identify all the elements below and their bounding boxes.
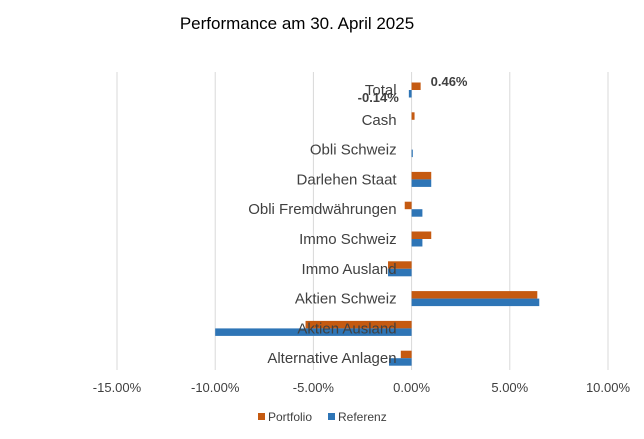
bar-referenz xyxy=(411,298,540,307)
x-axis-tick-labels: -15.00% -10.00% -5.00% 0.00% 5.00% 10.00% xyxy=(93,380,631,395)
bar-portfolio xyxy=(411,82,421,90)
legend-swatch-referenz xyxy=(328,413,335,420)
x-tick-label: -10.00% xyxy=(191,380,240,395)
x-tick-label: 5.00% xyxy=(491,380,528,395)
category-label: Aktien Ausland xyxy=(297,320,396,337)
bar-portfolio xyxy=(411,112,415,120)
bar-portfolio xyxy=(388,261,412,269)
bar-portfolio xyxy=(305,320,412,329)
category-label: Cash xyxy=(362,112,397,129)
category-label: Immo Schweiz xyxy=(299,231,397,248)
data-label-portfolio: 0.46% xyxy=(431,74,468,89)
legend-label-portfolio: Portfolio xyxy=(268,410,312,424)
bar-referenz xyxy=(411,179,432,187)
chart-title: Performance am 30. April 2025 xyxy=(180,14,414,33)
bar-portfolio xyxy=(404,201,412,210)
bar-referenz xyxy=(411,149,413,158)
legend-swatch-portfolio xyxy=(258,413,265,420)
x-tick-label: -15.00% xyxy=(93,380,142,395)
gridlines xyxy=(116,72,609,370)
bar-referenz xyxy=(389,358,412,366)
x-tick-label: 10.00% xyxy=(586,380,631,395)
category-label: Obli Fremdwährungen xyxy=(248,201,396,218)
x-tick-label: -5.00% xyxy=(293,380,335,395)
bar-referenz xyxy=(408,90,412,98)
bar-referenz xyxy=(411,209,423,217)
bar-referenz xyxy=(388,268,412,277)
legend: Portfolio Referenz xyxy=(258,410,387,424)
category-label: Darlehen Staat xyxy=(297,171,398,188)
legend-label-referenz: Referenz xyxy=(338,410,387,424)
bar-portfolio xyxy=(411,291,538,299)
category-label: Aktien Schweiz xyxy=(295,291,397,308)
category-label: Alternative Anlagen xyxy=(267,350,396,367)
category-labels: Total Cash Obli Schweiz Darlehen Staat Obli … xyxy=(248,82,397,367)
bars xyxy=(215,82,540,366)
x-tick-label: 0.00% xyxy=(393,380,430,395)
category-label: Obli Schweiz xyxy=(310,142,397,159)
bar-portfolio xyxy=(411,171,432,180)
bar-portfolio xyxy=(411,231,432,239)
data-label-referenz: -0.14% xyxy=(358,90,400,105)
bar-referenz xyxy=(411,239,423,247)
data-labels: 0.46% -0.14% xyxy=(358,74,468,105)
category-label: Total xyxy=(365,82,397,99)
bar-referenz xyxy=(215,328,412,336)
bar-portfolio xyxy=(400,350,412,359)
category-label: Immo Ausland xyxy=(302,261,397,278)
